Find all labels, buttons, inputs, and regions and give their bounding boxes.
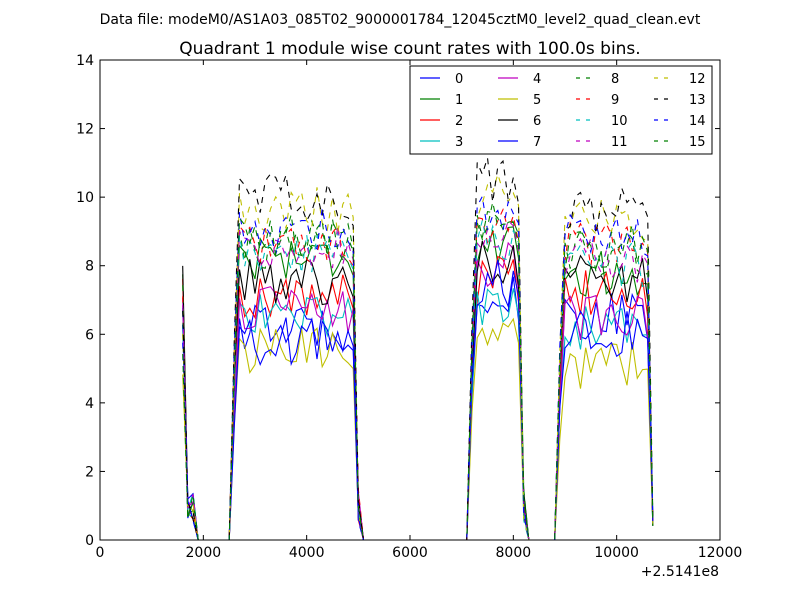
- legend-label-10: 10: [611, 114, 628, 129]
- legend-box: [409, 65, 713, 155]
- y-tick-label: 2: [85, 464, 94, 480]
- legend-label-8: 8: [611, 72, 619, 87]
- x-tick-label: 0: [96, 545, 105, 561]
- x-tick-label: 10000: [594, 545, 639, 561]
- series-line-0: [182, 276, 654, 541]
- series-line-5: [182, 317, 654, 541]
- series-line-10: [182, 220, 654, 541]
- legend-label-7: 7: [533, 135, 541, 150]
- y-tick-label: 6: [85, 327, 94, 343]
- series-line-14: [182, 194, 654, 541]
- plot-lines: [182, 157, 654, 541]
- y-tick-label: 14: [76, 53, 94, 69]
- series-line-4: [182, 241, 654, 541]
- legend-label-11: 11: [611, 135, 628, 150]
- x-tick-label: 8000: [496, 545, 532, 561]
- x-tick-label: 4000: [289, 545, 325, 561]
- x-tick-label: 2000: [186, 545, 222, 561]
- legend-label-9: 9: [611, 93, 619, 108]
- y-tick-label: 10: [76, 190, 94, 206]
- legend-label-13: 13: [689, 93, 706, 108]
- y-tick-label: 8: [85, 259, 94, 275]
- legend-label-4: 4: [533, 72, 541, 87]
- legend-label-12: 12: [689, 72, 706, 87]
- legend-label-0: 0: [455, 72, 463, 87]
- series-line-11: [182, 219, 654, 541]
- legend-label-1: 1: [455, 93, 463, 108]
- legend-label-3: 3: [455, 135, 463, 150]
- legend-label-2: 2: [455, 114, 463, 129]
- series-line-1: [182, 226, 654, 541]
- y-tick-label: 4: [85, 396, 94, 412]
- chart-supertitle: Data file: modeM0/AS1A03_085T02_90000017…: [100, 12, 701, 28]
- y-tick-label: 0: [85, 533, 94, 549]
- legend-label-15: 15: [689, 135, 706, 150]
- series-line-12: [182, 172, 654, 541]
- series-line-2: [182, 255, 654, 541]
- chart-title: Quadrant 1 module wise count rates with …: [179, 39, 640, 59]
- legend-label-5: 5: [533, 93, 541, 108]
- x-tick-label: 6000: [392, 545, 428, 561]
- x-offset-label: +2.5141e8: [641, 564, 719, 580]
- x-tick-label: 12000: [698, 545, 743, 561]
- series-line-13: [182, 157, 654, 541]
- y-tick-label: 12: [76, 122, 94, 138]
- series-line-6: [182, 240, 654, 541]
- series-line-8: [182, 210, 654, 541]
- legend-label-14: 14: [689, 114, 706, 129]
- legend-label-6: 6: [533, 114, 541, 129]
- series-line-15: [182, 201, 654, 541]
